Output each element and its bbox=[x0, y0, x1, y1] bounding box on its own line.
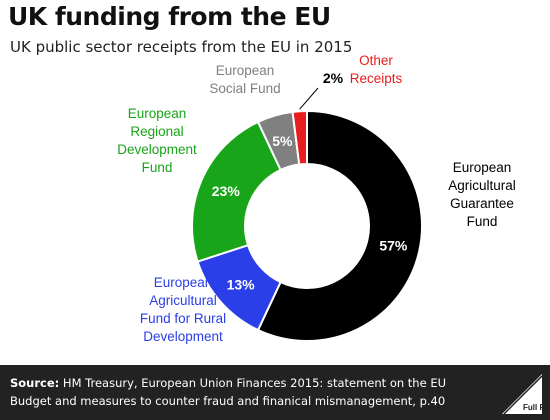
full-fact-logo: Full Fact bbox=[502, 374, 544, 415]
source-label: Source: bbox=[10, 376, 60, 390]
slice-category-label-3: European Social Fund bbox=[209, 63, 280, 96]
chart-subtitle: UK public sector receipts from the EU in… bbox=[10, 38, 353, 56]
slice-4 bbox=[291, 109, 308, 166]
slice-2 bbox=[191, 120, 282, 263]
slice-value-label-3: 5% bbox=[272, 133, 293, 149]
source-text: HM Treasury, European Union Finances 201… bbox=[10, 376, 447, 408]
chart-title: UK funding from the EU bbox=[8, 2, 331, 31]
slice-value-label-2: 23% bbox=[212, 183, 241, 199]
slice-category-label-0: European Agricultural Guarantee Fund bbox=[448, 160, 516, 229]
logo-wordmark: Full Fact bbox=[523, 403, 544, 412]
slice-category-label-1: European Agricultural Fund for Rural Develo… bbox=[140, 275, 226, 344]
slice-category-label-4: Other Receipts bbox=[350, 53, 403, 86]
source-footer: Source: HM Treasury, European Union Fina… bbox=[0, 365, 550, 420]
donut-chart: 57%European Agricultural Guarantee Fund13%E… bbox=[117, 53, 516, 344]
slice-value-label-4: 2% bbox=[323, 70, 344, 86]
leader-line-4 bbox=[299, 87, 319, 110]
slice-0 bbox=[256, 109, 423, 342]
slice-category-label-2: European Regional Development Fund bbox=[117, 106, 197, 175]
slice-value-label-0: 57% bbox=[379, 237, 408, 253]
source-note: Source: HM Treasury, European Union Fina… bbox=[10, 374, 480, 410]
slice-value-label-1: 13% bbox=[227, 277, 256, 293]
